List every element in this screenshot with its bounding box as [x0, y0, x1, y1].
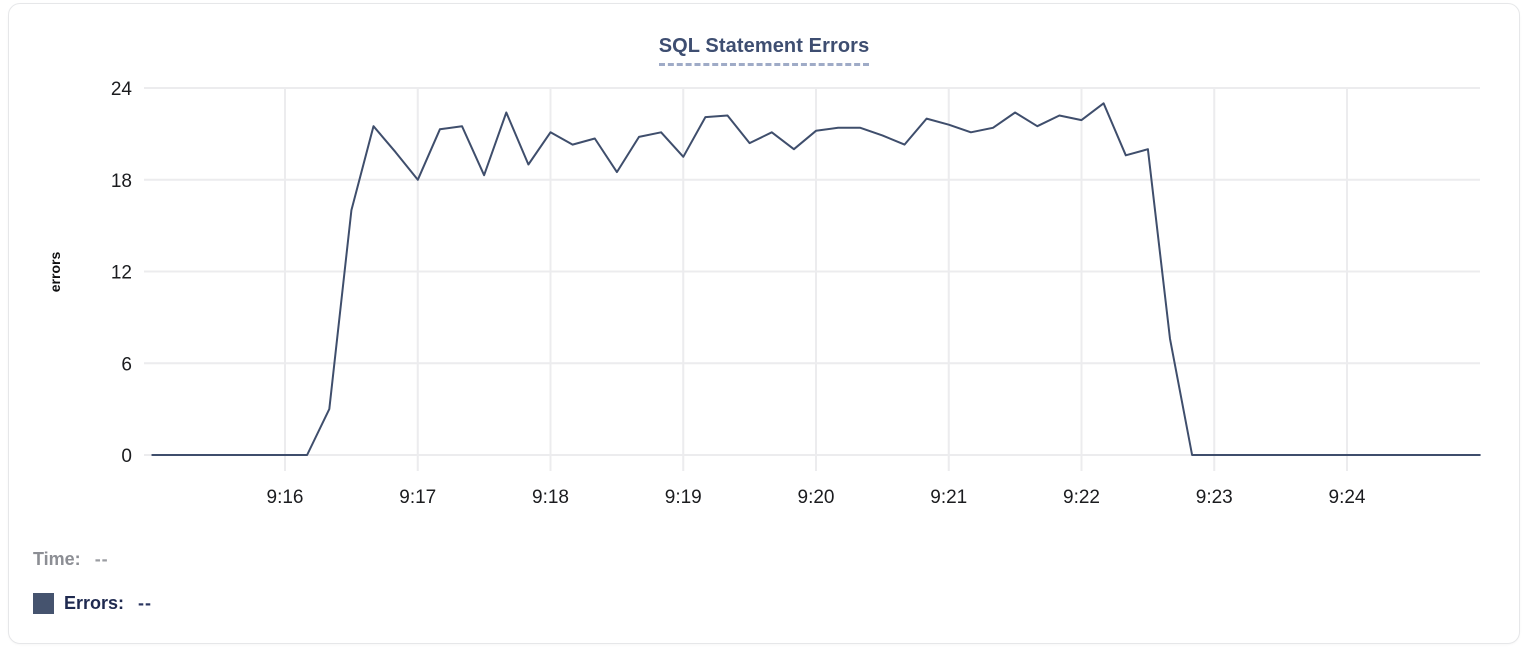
- x-tick-label: 9:21: [930, 487, 967, 508]
- y-tick-label: 12: [111, 263, 132, 284]
- y-tick-label: 18: [111, 171, 132, 192]
- x-tick-label: 9:19: [665, 487, 702, 508]
- hover-readout-errors: Errors: --: [33, 593, 152, 614]
- x-tick-label: 9:24: [1329, 487, 1366, 508]
- y-axis-label: errors: [47, 251, 63, 293]
- y-tick-label: 24: [111, 79, 133, 100]
- x-tick-label: 9:23: [1196, 487, 1233, 508]
- errors-line-chart[interactable]: 0 6 12 18 24 9:16 9:17 9:18 9:19 9:20 9:21 9:22 9:23…: [9, 4, 1528, 652]
- time-readout-value: --: [94, 549, 109, 569]
- y-tick-label: 6: [121, 354, 132, 375]
- chart-header: SQL Statement Errors: [9, 35, 1519, 66]
- x-tick-label: 9:17: [399, 487, 436, 508]
- x-tick-label: 9:22: [1063, 487, 1100, 508]
- x-tick-label: 9:20: [798, 487, 835, 508]
- y-tick-label: 0: [121, 446, 132, 467]
- chart-card: SQL Statement Errors errors 0 6 12 18 24 9:16…: [8, 3, 1520, 644]
- time-readout-label: Time:: [33, 549, 81, 569]
- errors-series-line: [151, 102, 1481, 456]
- chart-title-link[interactable]: SQL Statement Errors: [658, 35, 870, 66]
- hover-readout-time: Time: --: [33, 549, 109, 570]
- errors-readout-label: Errors:: [64, 593, 125, 613]
- errors-readout-value: --: [138, 593, 153, 613]
- x-tick-label: 9:18: [532, 487, 569, 508]
- errors-legend-swatch: [33, 593, 54, 614]
- x-tick-label: 9:16: [267, 487, 304, 508]
